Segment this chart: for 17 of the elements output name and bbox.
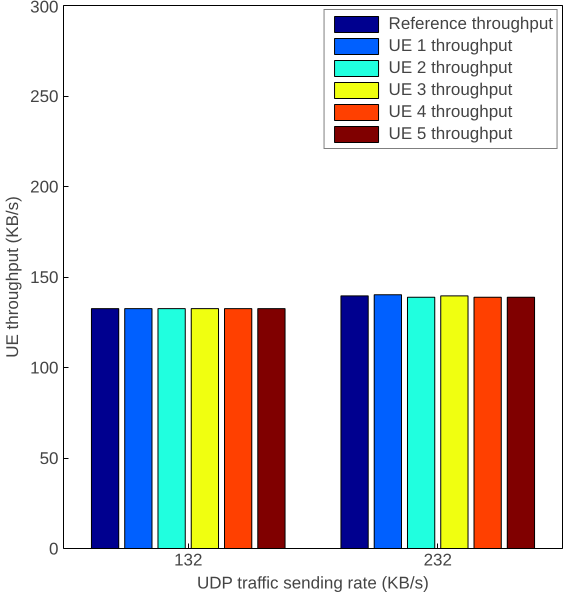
legend-label: UE 1 throughput xyxy=(388,36,512,56)
legend-label: UE 4 throughput xyxy=(388,102,512,122)
legend-label: UE 2 throughput xyxy=(388,58,512,78)
y-tick-label: 100 xyxy=(30,358,59,378)
y-tick-label: 50 xyxy=(40,449,59,468)
legend-label: Reference throughput xyxy=(388,14,553,34)
x-tick-label: 232 xyxy=(424,550,452,570)
y-tick-label: 200 xyxy=(30,178,59,196)
y-tick-label: 300 xyxy=(30,0,59,16)
y-tick-label: 250 xyxy=(30,87,59,106)
x-tick-label: 132 xyxy=(174,550,202,570)
x-axis-title: UDP traffic sending rate (KB/s) xyxy=(196,574,429,592)
y-tick-label: 150 xyxy=(30,268,59,287)
y-tick-label: 0 xyxy=(49,540,59,558)
y-axis-title: UE throughput (KB/s) xyxy=(3,196,22,358)
legend-label: UE 5 throughput xyxy=(388,124,512,144)
legend-label: UE 3 throughput xyxy=(388,80,512,100)
